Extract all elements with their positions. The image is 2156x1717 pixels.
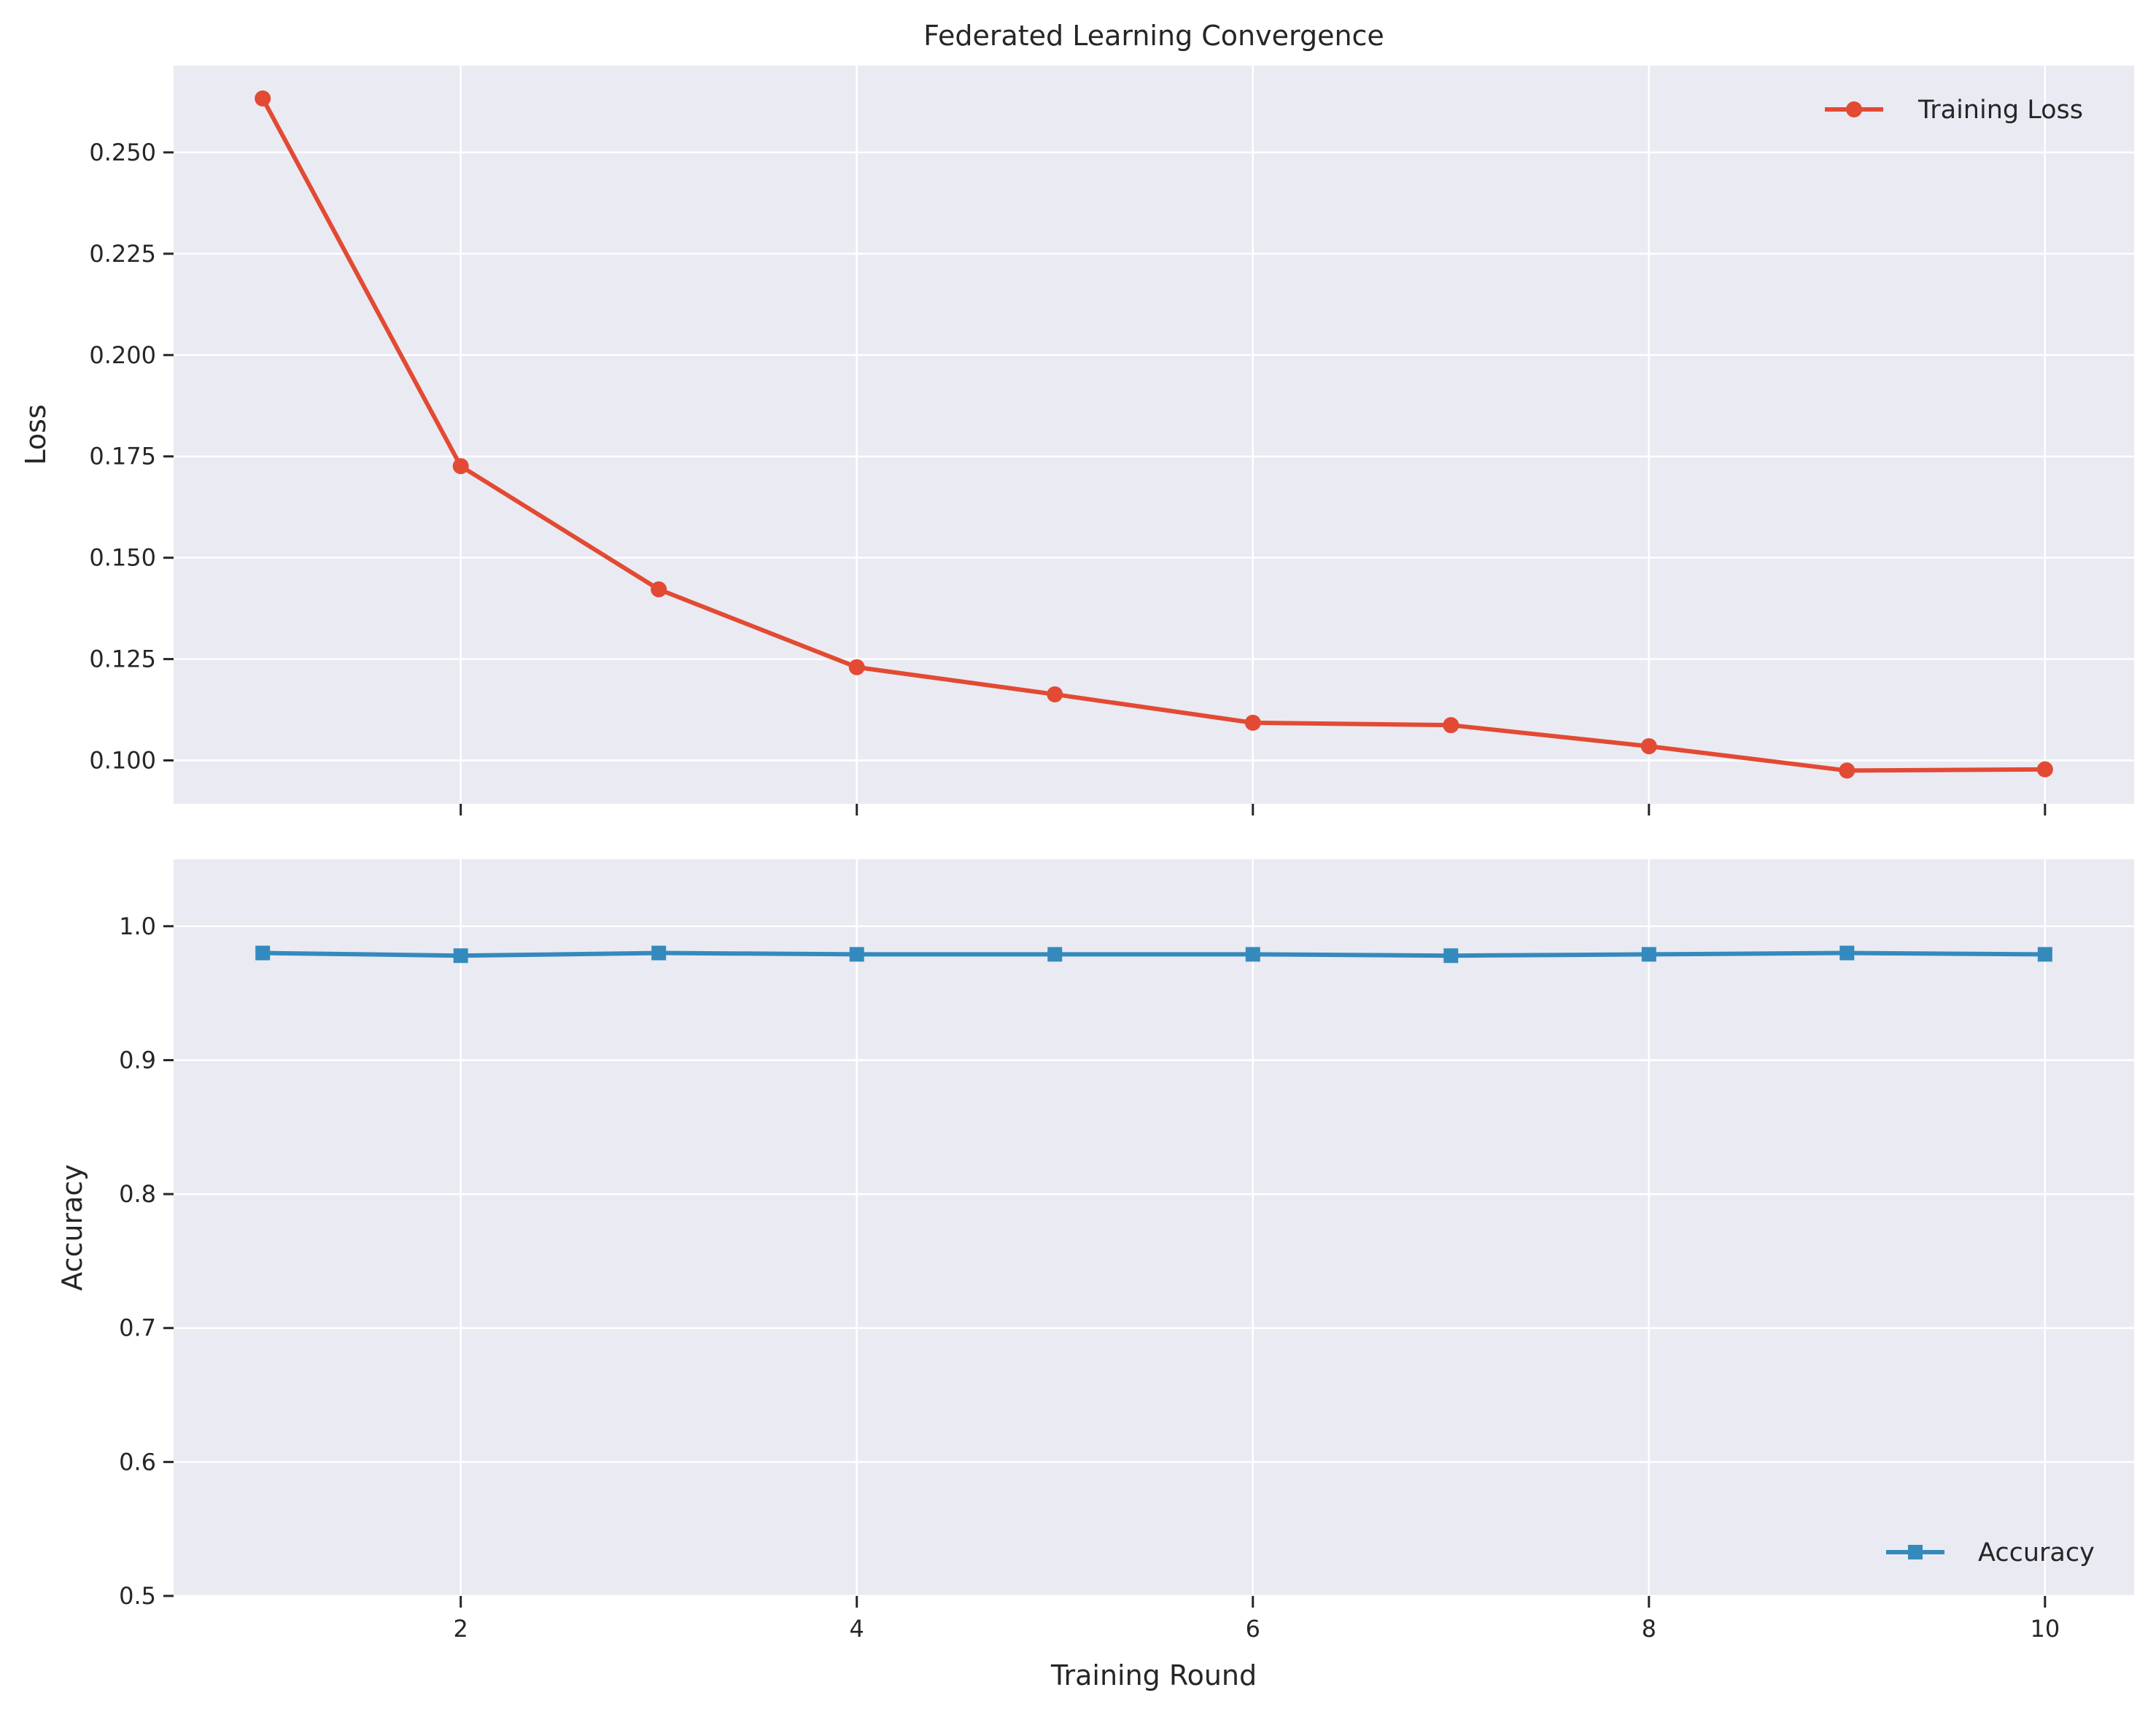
y-tick-label: 0.225 xyxy=(89,240,156,268)
y-tick-label: 0.250 xyxy=(89,139,156,166)
y-tick-label: 1.0 xyxy=(119,912,156,940)
x-tick-label: 4 xyxy=(850,1615,864,1643)
chart-title: Federated Learning Convergence xyxy=(923,20,1384,52)
y-tick-label: 0.8 xyxy=(119,1180,156,1208)
data-point xyxy=(1047,686,1063,702)
accuracy-panel: 0.5 0.6 0.7 0.8 0.9 1.0 2 4 6 8 10 Training Round… xyxy=(56,859,2134,1691)
loss-y-ticks: 0.100 0.125 0.150 0.175 0.200 0.225 0.250 xyxy=(89,139,174,775)
data-point xyxy=(651,945,667,961)
y-tick-label: 0.9 xyxy=(119,1046,156,1074)
loss-legend[interactable]: Training Loss xyxy=(1825,96,2083,125)
accuracy-y-ticks: 0.5 0.6 0.7 0.8 0.9 1.0 xyxy=(119,912,174,1610)
loss-plot-area xyxy=(174,66,2134,804)
x-axis-label: Training Round xyxy=(1050,1659,1257,1691)
y-tick-label: 0.200 xyxy=(89,341,156,369)
loss-panel: 0.100 0.125 0.150 0.175 0.200 0.225 0.250 Fede… xyxy=(20,20,2134,815)
legend-marker-accuracy xyxy=(1908,1545,1923,1559)
data-point xyxy=(1245,947,1260,962)
x-tick-label: 6 xyxy=(1246,1615,1260,1643)
accuracy-series xyxy=(255,945,2052,964)
y-tick-label: 0.100 xyxy=(89,747,156,775)
x-tick-label: 8 xyxy=(1642,1615,1656,1643)
y-tick-label: 0.6 xyxy=(119,1448,156,1476)
x-tick-label: 2 xyxy=(454,1615,468,1643)
data-point xyxy=(255,90,271,107)
y-tick-label: 0.7 xyxy=(119,1314,156,1342)
data-point xyxy=(2036,761,2053,778)
data-point xyxy=(453,948,468,964)
data-point xyxy=(848,659,865,675)
data-point xyxy=(1640,738,1657,755)
accuracy-legend[interactable]: Accuracy xyxy=(1886,1538,2095,1567)
data-point xyxy=(1839,945,1855,961)
loss-series xyxy=(255,90,2053,779)
y-tick-label: 0.5 xyxy=(119,1582,156,1610)
y-tick-label: 0.150 xyxy=(89,544,156,572)
data-point xyxy=(255,945,271,961)
y-tick-label: 0.125 xyxy=(89,646,156,673)
x-tick-label: 10 xyxy=(2030,1615,2060,1643)
accuracy-y-axis-label: Accuracy xyxy=(56,1164,88,1291)
data-point xyxy=(1641,947,1656,962)
data-point xyxy=(1443,948,1459,964)
data-point xyxy=(849,947,864,962)
legend-label-accuracy: Accuracy xyxy=(1978,1538,2095,1567)
loss-y-axis-label: Loss xyxy=(20,404,52,465)
data-point xyxy=(1244,714,1261,731)
legend-marker-training-loss xyxy=(1846,101,1862,117)
data-point xyxy=(1047,947,1063,962)
series-line-training-loss xyxy=(260,96,2047,773)
data-point xyxy=(1443,717,1459,734)
data-point xyxy=(452,458,469,475)
y-tick-label: 0.175 xyxy=(89,443,156,470)
data-point xyxy=(651,581,667,598)
legend-label-training-loss: Training Loss xyxy=(1917,96,2083,125)
series-line-accuracy xyxy=(260,950,2047,958)
accuracy-plot-area xyxy=(174,859,2134,1596)
data-point xyxy=(2037,947,2052,962)
data-point xyxy=(1839,762,1856,779)
loss-grid xyxy=(174,66,2134,804)
loss-x-ticks xyxy=(459,804,2047,815)
accuracy-grid xyxy=(174,859,2134,1597)
accuracy-x-ticks: 2 4 6 8 10 xyxy=(454,1596,2060,1643)
